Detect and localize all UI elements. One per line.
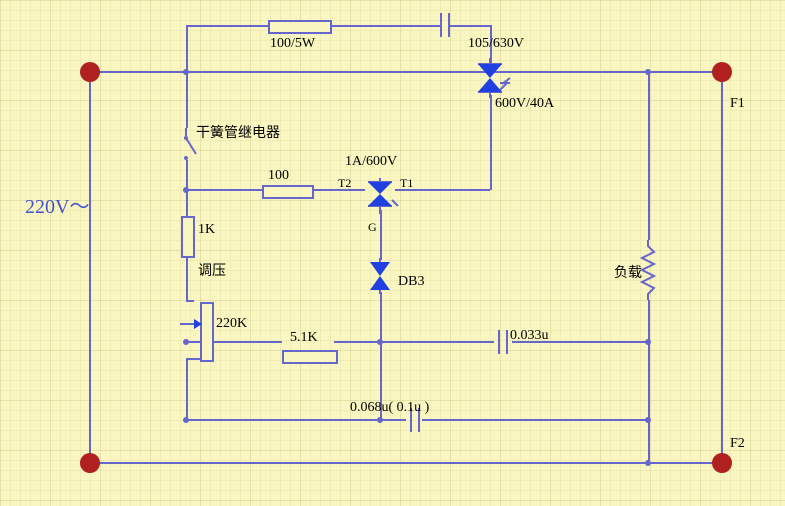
wire-col-triac-small (380, 210, 382, 260)
wire-row420b (422, 419, 648, 421)
wire-bottom (90, 462, 722, 464)
label-t2: T2 (338, 176, 351, 191)
wire-col1d (186, 358, 188, 420)
wire-col1c (186, 254, 188, 302)
label-relay: 干簧管继电器 (196, 122, 280, 142)
wire-left (89, 72, 91, 463)
label-f2: F2 (730, 436, 745, 452)
label-t1: T1 (400, 176, 413, 191)
junction (645, 69, 651, 75)
resistor-100-5w (268, 20, 332, 34)
node-tr (712, 62, 732, 82)
junction (183, 187, 189, 193)
wire-col-diac-bot (380, 292, 382, 342)
wire-r100-top2 (328, 25, 440, 27)
junction (645, 339, 651, 345)
label-db3: DB3 (398, 274, 424, 290)
label-g: G (368, 220, 377, 235)
junction (183, 417, 189, 423)
junction (645, 417, 651, 423)
wire-pot-wiper (186, 300, 194, 302)
input-voltage-label: 220V～ (25, 190, 89, 219)
wire-triac-t1 (490, 95, 492, 190)
label-220k: 220K (216, 316, 247, 332)
junction (183, 339, 189, 345)
wire-row420a (186, 419, 406, 421)
label-0_068u: 0.068u( 0.1u ) (350, 400, 429, 416)
triac-small-icon (365, 178, 401, 214)
pot-wiper-icon (180, 316, 204, 332)
label-f1: F1 (730, 96, 745, 112)
junction (377, 417, 383, 423)
load-icon (640, 240, 660, 300)
wire-top-drop1 (186, 25, 188, 72)
resistor-1k (181, 216, 195, 258)
resistor-220k (200, 302, 214, 362)
wire-right (721, 72, 723, 463)
label-c105: 105/630V (468, 36, 524, 52)
label-load: 负载 (614, 262, 642, 282)
label-pot: 调压 (198, 260, 226, 280)
label-triac-small-rating: 1A/600V (345, 154, 397, 170)
diac-icon (368, 258, 394, 294)
wire-col648a (648, 72, 650, 240)
wire-col1 (186, 72, 188, 128)
resistor-100 (262, 185, 314, 199)
grid-bg (0, 0, 785, 506)
label-r100-5w: 100/5W (270, 36, 315, 52)
wire-col648b (648, 300, 650, 463)
wire-row190a (186, 189, 262, 191)
wire-row342b (334, 341, 494, 343)
node-tl (80, 62, 100, 82)
label-1k: 1K (198, 222, 215, 238)
junction (645, 460, 651, 466)
schematic-canvas: 220V～ 100/5W 105/630V 600V/40A 干簧管继电器 1A… (0, 0, 785, 506)
triac-main-icon (474, 58, 514, 98)
label-r100: 100 (268, 168, 289, 184)
label-5_1k: 5.1K (290, 330, 318, 346)
node-br (712, 453, 732, 473)
junction (377, 339, 383, 345)
label-0_033u: 0.033u (510, 328, 549, 344)
wire-r100-top (186, 25, 268, 27)
node-bl (80, 453, 100, 473)
junction (183, 69, 189, 75)
wire-c105 (450, 25, 490, 27)
resistor-5_1k (282, 350, 338, 364)
label-triac-main: 600V/40A (495, 96, 554, 112)
